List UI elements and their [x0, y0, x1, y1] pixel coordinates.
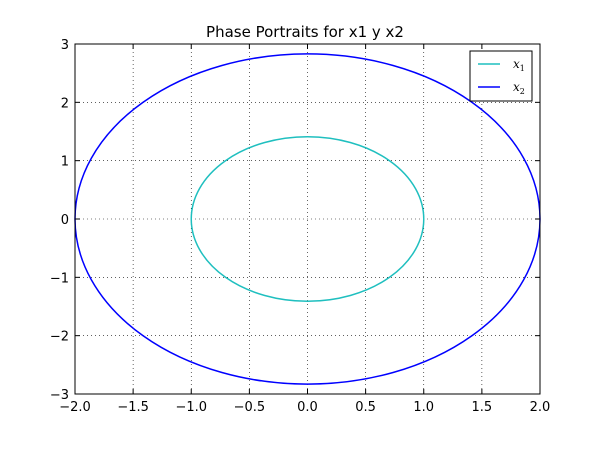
legend-label-x1: x1 — [513, 57, 525, 73]
y-tick-label: 3 — [61, 38, 69, 53]
x-tick-label: −2.0 — [59, 400, 91, 415]
x-tick-label: 1.5 — [472, 400, 493, 415]
y-tick-label: 2 — [61, 96, 69, 111]
x-tick-label: 2.0 — [530, 400, 551, 415]
x-tick-label: 0.0 — [297, 400, 318, 415]
ticks — [74, 43, 541, 395]
legend-label-base: x — [513, 57, 520, 71]
y-tick-label: 1 — [61, 155, 69, 170]
x-tick-label: 0.5 — [355, 400, 376, 415]
x-tick-label: −1.0 — [175, 400, 207, 415]
x-tick-label: −1.5 — [117, 400, 149, 415]
legend-label-subscript: 2 — [520, 87, 525, 96]
legend-label-x2: x2 — [513, 80, 525, 96]
y-tick-label: −3 — [50, 388, 69, 403]
y-tick-label: −2 — [50, 330, 69, 345]
series-line-x1 — [190, 136, 425, 302]
x-tick-label: −0.5 — [234, 400, 266, 415]
y-tick-label: −1 — [50, 271, 69, 286]
legend-box — [469, 50, 533, 102]
y-tick-labels: −3 −2 −1 0 1 2 3 — [50, 38, 69, 403]
x-tick-labels: −2.0 −1.5 −1.0 −0.5 0.0 0.5 1.0 1.5 2.0 — [59, 400, 550, 415]
x-tick-label: 1.0 — [413, 400, 434, 415]
legend-label-base: x — [513, 80, 520, 94]
y-tick-label: 0 — [61, 213, 69, 228]
grid — [75, 44, 540, 394]
chart-title: Phase Portraits for x1 y x2 — [206, 23, 404, 41]
legend-label-subscript: 1 — [520, 64, 525, 73]
